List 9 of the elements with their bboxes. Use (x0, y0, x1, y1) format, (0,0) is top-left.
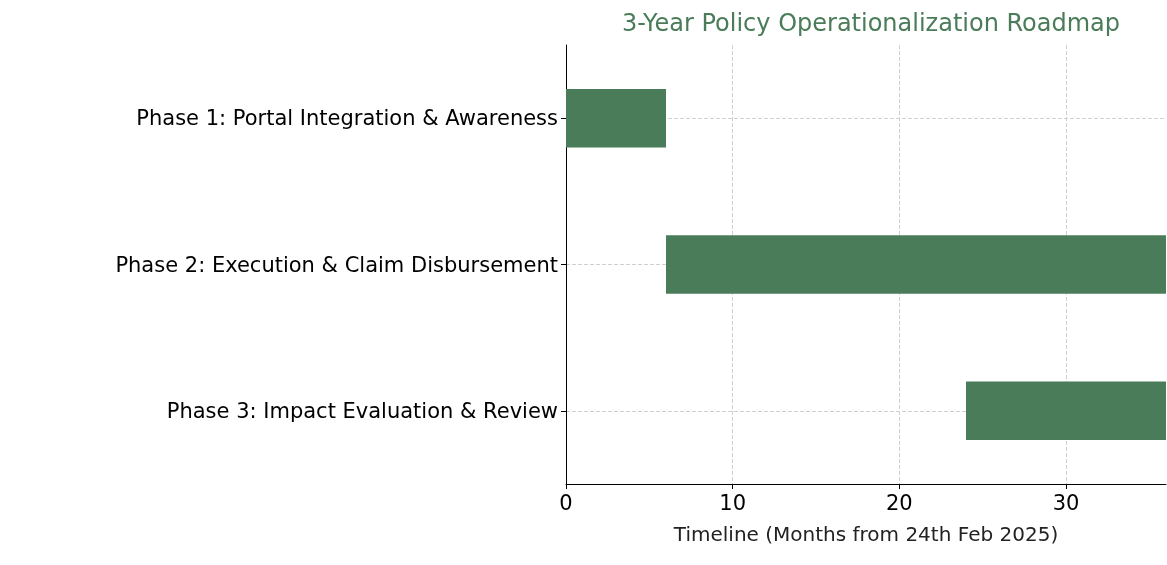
chart-title: 3-Year Policy Operationalization Roadmap (621, 9, 1121, 37)
y-tick-label: Phase 1: Portal Integration & Awareness (136, 106, 558, 131)
x-tick-label: 10 (719, 490, 747, 515)
x-tick-label: 20 (885, 490, 913, 515)
y-tick-label: Phase 2: Execution & Claim Disbursement (115, 252, 558, 277)
x-axis-title: Timeline (Months from 24th Feb 2025) (672, 522, 1059, 546)
x-tick-label: 0 (559, 490, 573, 515)
y-tick-label: Phase 3: Impact Evaluation & Review (166, 398, 558, 423)
x-tick-label: 30 (1052, 490, 1080, 515)
